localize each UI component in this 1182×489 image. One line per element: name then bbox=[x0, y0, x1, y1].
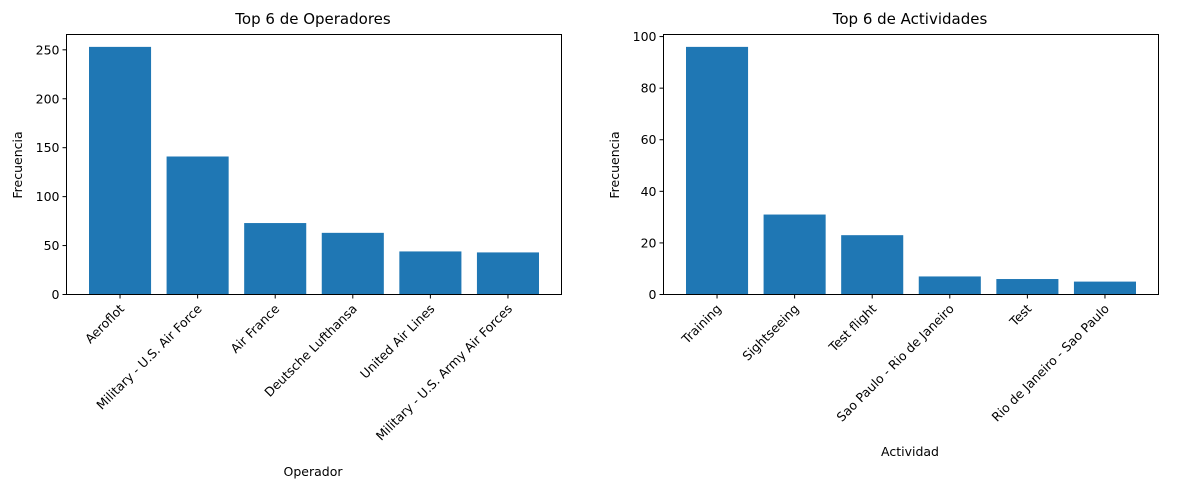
y-axis-ticks: 0 20 40 60 80 100 bbox=[633, 29, 664, 302]
x-tick-label: Aeroflot bbox=[82, 301, 127, 346]
x-tick-label: Test flight bbox=[825, 301, 879, 355]
bars bbox=[89, 46, 539, 295]
operators-chart: Top 6 de Operadores Frecuencia Operador … bbox=[10, 10, 562, 479]
y-tick-label: 250 bbox=[36, 42, 60, 57]
y-tick-label: 20 bbox=[641, 235, 657, 250]
bar-5 bbox=[996, 279, 1059, 295]
y-axis-label: Frecuencia bbox=[607, 131, 622, 198]
y-tick-label: 80 bbox=[641, 81, 657, 96]
y-tick-label: 100 bbox=[633, 29, 657, 44]
bar-1 bbox=[686, 46, 749, 295]
x-tick-label: Test bbox=[1006, 301, 1035, 330]
y-tick-label: 150 bbox=[36, 140, 60, 155]
chart-title: Top 6 de Operadores bbox=[234, 10, 391, 28]
y-tick-label: 0 bbox=[649, 287, 657, 302]
x-tick-label: Military - U.S. Army Air Forces bbox=[373, 301, 515, 443]
x-axis-label: Actividad bbox=[881, 444, 939, 459]
bar-6 bbox=[476, 252, 539, 295]
bar-4 bbox=[321, 232, 384, 295]
x-axis-label: Operador bbox=[284, 464, 344, 479]
bar-2 bbox=[166, 156, 229, 295]
activities-chart: Top 6 de Actividades Frecuencia Activida… bbox=[607, 10, 1159, 459]
y-tick-label: 60 bbox=[641, 132, 657, 147]
chart-title: Top 6 de Actividades bbox=[832, 10, 988, 28]
bar-4 bbox=[918, 276, 981, 295]
x-tick-label: United Air Lines bbox=[357, 301, 437, 381]
x-tick-label: Sightseeing bbox=[739, 301, 802, 364]
y-tick-label: 40 bbox=[641, 184, 657, 199]
bar-1 bbox=[89, 46, 152, 295]
plot-frame bbox=[663, 34, 1159, 295]
y-tick-label: 200 bbox=[36, 91, 60, 106]
x-tick-label: Air France bbox=[227, 301, 282, 356]
y-tick-label: 100 bbox=[36, 189, 60, 204]
bar-3 bbox=[244, 223, 307, 295]
plot-frame bbox=[66, 34, 562, 295]
y-axis-ticks: 0 50 100 150 200 250 bbox=[36, 42, 67, 302]
bars bbox=[686, 46, 1136, 295]
bar-6 bbox=[1073, 281, 1136, 295]
bar-2 bbox=[763, 214, 826, 295]
y-tick-label: 50 bbox=[44, 238, 60, 253]
y-tick-label: 0 bbox=[52, 287, 60, 302]
bar-5 bbox=[399, 251, 462, 295]
x-tick-label: Training bbox=[678, 301, 724, 347]
y-axis-label: Frecuencia bbox=[10, 131, 25, 198]
bar-3 bbox=[841, 235, 904, 295]
